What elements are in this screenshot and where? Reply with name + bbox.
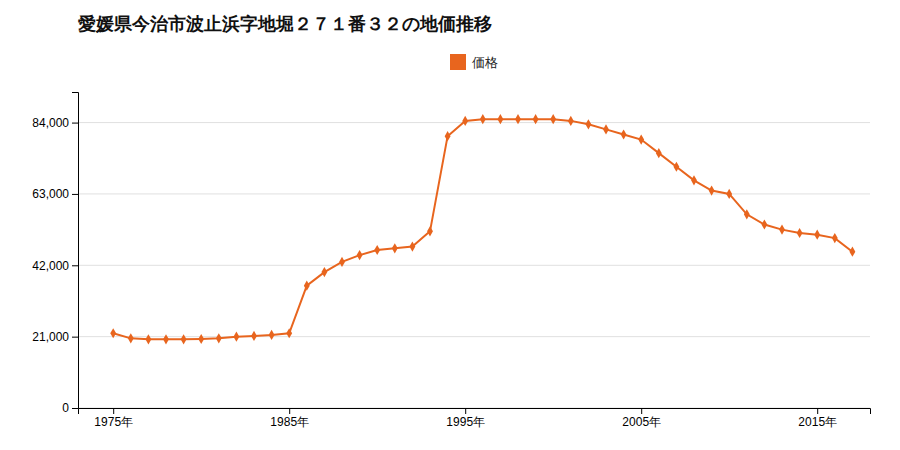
series-marker: [128, 333, 134, 343]
series-marker: [744, 209, 750, 219]
series-marker: [638, 134, 644, 144]
y-tick: 0: [62, 401, 78, 415]
series-marker: [691, 175, 697, 185]
y-tick-mark: [72, 123, 78, 124]
x-tick-mark: [113, 408, 114, 414]
legend-swatch: [450, 54, 466, 70]
series-marker: [339, 257, 345, 267]
series-marker: [497, 114, 503, 124]
series-marker: [163, 334, 169, 344]
series-marker: [673, 162, 679, 172]
series-marker: [392, 243, 398, 253]
series-marker: [304, 281, 310, 291]
series-marker: [374, 245, 380, 255]
series-marker: [515, 114, 521, 124]
series-marker: [427, 226, 433, 236]
x-axis: 1975年 1985年 1995年 2005年 2015年: [79, 408, 871, 429]
series-marker: [110, 328, 116, 338]
series-marker: [621, 129, 627, 139]
y-tick-mark: [72, 337, 78, 338]
grid: [78, 123, 870, 408]
series-marker: [445, 131, 451, 141]
x-tick: 2015年: [798, 408, 837, 429]
y-tick-mark: [72, 194, 78, 195]
series-marker: [550, 114, 556, 124]
y-tick-mark: [72, 265, 78, 266]
series-marker: [726, 189, 732, 199]
series-marker: [814, 230, 820, 240]
x-tick-mark: [641, 408, 642, 414]
y-tick-mark: [72, 408, 78, 409]
series-marker: [603, 124, 609, 134]
chart-title: 愛媛県今治市波止浜字地堀２７１番３２の地価推移: [78, 13, 492, 34]
plot-area: 1975年 1985年 1995年 2005年 2015年 0 21,000 42,000 63…: [32, 93, 870, 429]
marks: [110, 114, 855, 344]
series-marker: [269, 330, 275, 340]
series-marker: [797, 228, 803, 238]
series-marker: [145, 334, 151, 344]
x-tick-mark: [289, 408, 290, 414]
y-tick: 21,000: [32, 330, 78, 344]
legend-label: 価格: [472, 55, 498, 70]
series-marker: [357, 250, 363, 260]
x-tick: 1995年: [446, 408, 485, 429]
y-tick: 63,000: [32, 187, 78, 201]
series-marker: [709, 185, 715, 195]
x-tick-mark: [465, 408, 466, 414]
x-tick: 1985年: [270, 408, 309, 429]
series-line: [113, 119, 852, 339]
grid-line: [78, 265, 870, 266]
grid-line: [78, 193, 870, 194]
y-axis: 0 21,000 42,000 63,000 84,000: [32, 93, 78, 416]
series-marker: [568, 116, 574, 126]
legend-item: 価格: [450, 54, 498, 70]
x-tick: 1975年: [94, 408, 133, 429]
x-tick: 2005年: [622, 408, 661, 429]
y-tick-label: 84,000: [32, 116, 69, 130]
y-tick-label: 63,000: [32, 187, 69, 201]
series-marker: [480, 114, 486, 124]
series-marker: [181, 334, 187, 344]
series-marker: [233, 332, 239, 342]
x-tick-mark: [817, 408, 818, 414]
series-marker: [462, 116, 468, 126]
y-axis-line: [72, 93, 79, 409]
grid-line: [78, 336, 870, 337]
series-marker: [585, 119, 591, 129]
x-tick-label: 2015年: [798, 415, 837, 429]
chart-container: 1975年 1985年 1995年 2005年 2015年 0 21,000 42,000 63…: [0, 0, 900, 450]
chart-svg: 1975年 1985年 1995年 2005年 2015年 0 21,000 42,000 63…: [0, 0, 900, 450]
y-tick-label: 21,000: [32, 330, 69, 344]
x-axis-line: [79, 409, 871, 415]
grid-line: [78, 122, 870, 123]
series-marker: [409, 242, 415, 252]
y-tick-label: 0: [62, 401, 69, 415]
series-marker: [321, 267, 327, 277]
y-tick: 84,000: [32, 116, 78, 130]
series-marker: [656, 148, 662, 158]
y-tick-label: 42,000: [32, 259, 69, 273]
y-tick: 42,000: [32, 259, 78, 273]
x-tick-label: 2005年: [622, 415, 661, 429]
series-marker: [779, 225, 785, 235]
x-tick-label: 1985年: [270, 415, 309, 429]
series-marker: [849, 247, 855, 257]
series-marker: [761, 219, 767, 229]
series-marker: [198, 334, 204, 344]
series-marker: [832, 233, 838, 243]
series-marker: [533, 114, 539, 124]
series-marker: [286, 328, 292, 338]
legend: 価格: [450, 54, 498, 70]
x-tick-label: 1995年: [446, 415, 485, 429]
series-marker: [216, 333, 222, 343]
x-tick-label: 1975年: [94, 415, 133, 429]
series-marker: [251, 331, 257, 341]
